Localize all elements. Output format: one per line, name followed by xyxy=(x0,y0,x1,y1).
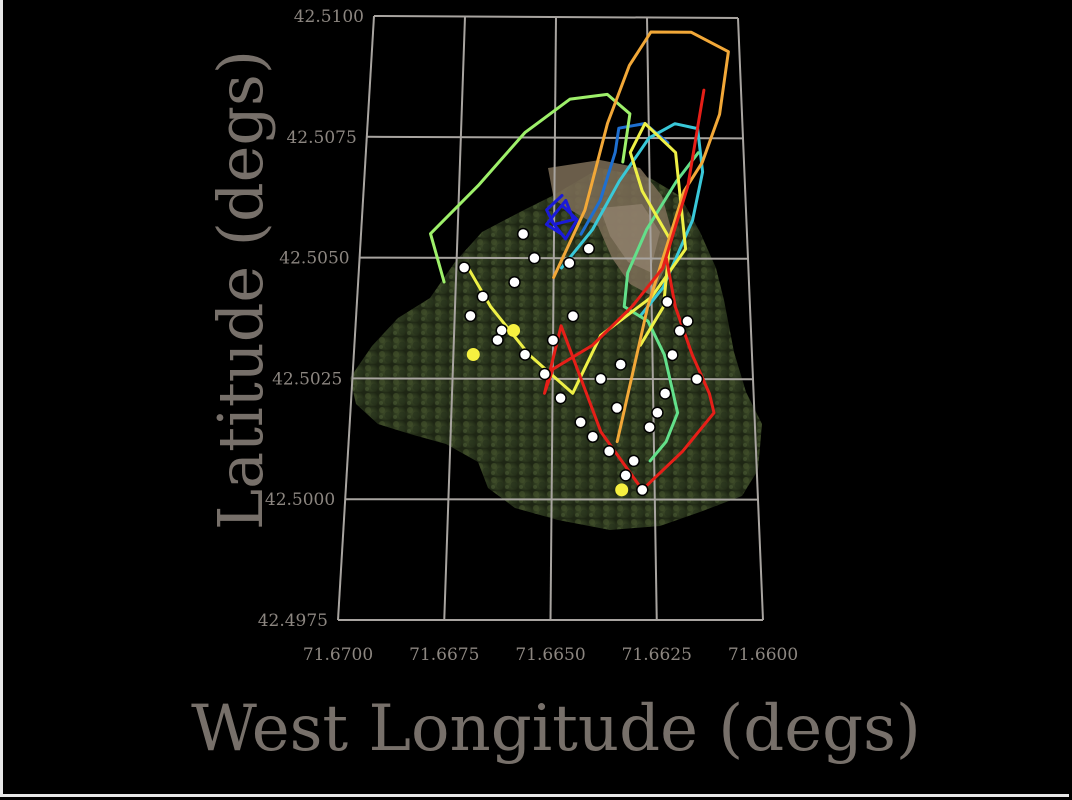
y-tick-label: 42.5025 xyxy=(272,369,342,389)
observation-point xyxy=(586,430,600,443)
highlight-point xyxy=(615,483,629,497)
observation-point xyxy=(582,242,596,255)
highlight-point xyxy=(466,348,480,362)
observation-point xyxy=(457,261,471,274)
grid-line-horizontal xyxy=(359,256,749,260)
y-tick-label: 42.5000 xyxy=(265,490,335,510)
observation-point xyxy=(574,416,587,429)
grid-line-vertical xyxy=(646,17,658,621)
observation-point xyxy=(619,469,632,482)
observation-point xyxy=(666,348,679,362)
observation-point xyxy=(594,372,608,386)
observation-point xyxy=(538,367,551,381)
flight-track-line xyxy=(560,122,705,318)
grid-line-vertical xyxy=(549,16,557,621)
grid-line-horizontal xyxy=(373,15,739,19)
y-tick-label: 42.5050 xyxy=(279,249,349,269)
observation-point xyxy=(563,256,576,270)
observation-point xyxy=(661,295,674,309)
y-tick-label: 42.4975 xyxy=(258,611,328,631)
observation-point xyxy=(658,387,672,400)
observation-markers xyxy=(457,227,704,497)
observation-point xyxy=(602,444,616,458)
observation-point xyxy=(636,483,649,497)
observation-point xyxy=(651,406,664,419)
chart-grid xyxy=(337,15,764,621)
observation-point xyxy=(508,275,521,289)
observation-point xyxy=(614,358,627,371)
observation-point xyxy=(673,324,687,338)
observation-point xyxy=(516,227,530,241)
y-axis-title: Latitude (degs) xyxy=(204,50,277,530)
grid-line-vertical xyxy=(337,15,375,621)
x-tick-label: 71.6700 xyxy=(303,645,373,665)
observation-point xyxy=(554,391,567,405)
highlight-point xyxy=(507,323,521,337)
flight-track-line xyxy=(552,30,730,444)
observation-point xyxy=(681,314,694,328)
y-axis-ticks: 42.4975 42.5000 42.5025 42.5050 42.5075 42.51… xyxy=(258,7,364,631)
x-tick-label: 71.6600 xyxy=(728,645,798,665)
grid-line-vertical xyxy=(443,16,466,621)
flight-track-line xyxy=(622,151,700,463)
x-tick-label: 71.6625 xyxy=(622,645,692,665)
grid-line-vertical xyxy=(737,17,764,621)
x-tick-label: 71.6650 xyxy=(515,645,585,665)
observation-point xyxy=(610,401,624,415)
observation-point xyxy=(643,420,656,434)
x-axis-ticks: 71.6700 71.6675 71.6650 71.6625 71.6600 xyxy=(303,645,798,665)
y-tick-label: 42.5075 xyxy=(286,128,356,148)
flight-track-line xyxy=(429,92,632,284)
flight-track-line xyxy=(544,194,579,241)
observation-point xyxy=(464,309,477,323)
grid-line-horizontal xyxy=(352,377,754,381)
y-tick-label: 42.5100 xyxy=(294,7,364,27)
x-axis-title: West Longitude (degs) xyxy=(191,692,921,766)
observation-point xyxy=(528,251,541,265)
observation-point xyxy=(476,290,490,303)
observation-point xyxy=(690,372,704,386)
observation-point xyxy=(518,348,532,361)
observation-point xyxy=(491,333,504,347)
x-tick-label: 71.6675 xyxy=(409,645,479,665)
observation-point xyxy=(627,454,640,468)
observation-point xyxy=(566,309,580,323)
grid-line-horizontal xyxy=(366,135,744,140)
observation-point xyxy=(546,333,560,347)
